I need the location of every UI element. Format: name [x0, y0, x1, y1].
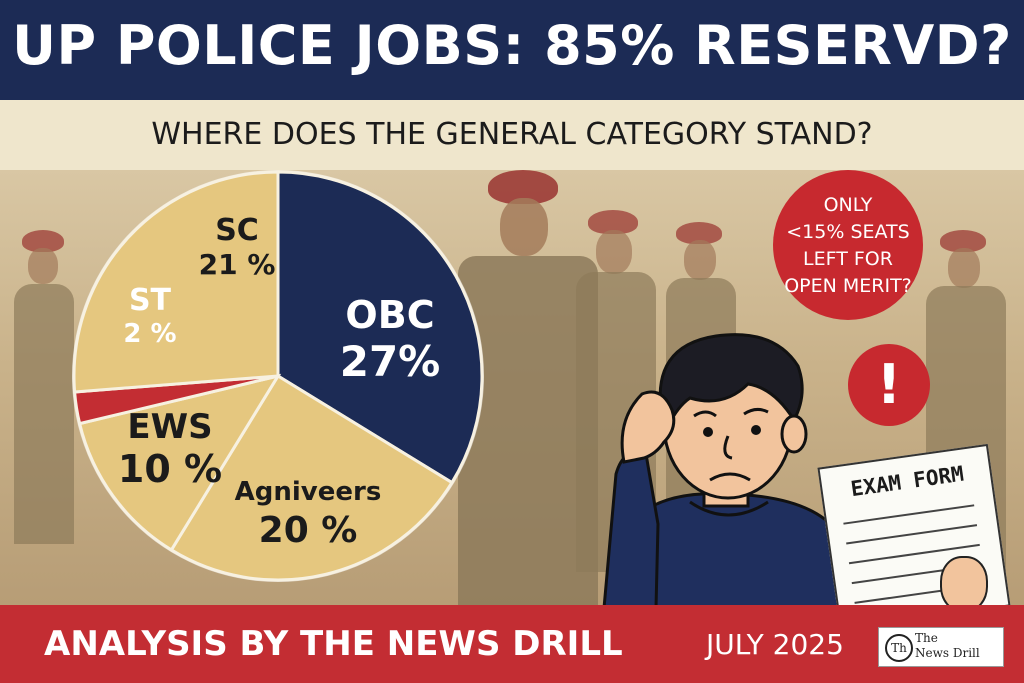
slice-label-ews: EWS — [127, 407, 212, 447]
hand-holding-form — [940, 556, 988, 612]
form-line — [846, 524, 978, 545]
slice-value-sc: 21 % — [199, 248, 276, 281]
footer-credit: ANALYSIS BY THE NEWS DRILL — [44, 624, 623, 664]
subtitle-band — [0, 100, 1024, 170]
pie-slice-ews — [77, 373, 282, 553]
slice-label-agniveers: Agniveers — [235, 477, 382, 507]
footer-date: JULY 2025 — [706, 628, 844, 661]
worried-student-illustration — [602, 333, 850, 608]
title-bar — [0, 0, 1024, 100]
pie-slice-sc — [72, 170, 280, 394]
slice-label-sc: SC — [215, 213, 259, 248]
logo-text: The News Drill — [915, 631, 1001, 661]
pie-slice-agniveers — [169, 373, 455, 582]
pie-slice-obc — [276, 170, 484, 485]
slice-label-obc: OBC — [345, 293, 434, 337]
page-subtitle: WHERE DOES THE GENERAL CATEGORY STAND? — [151, 117, 873, 152]
logo-mark: Th — [885, 634, 913, 662]
slice-value-st: 2 % — [123, 319, 176, 349]
callout-line: <15% SEATS — [786, 221, 910, 243]
news-drill-logo: Th The News Drill — [878, 627, 1004, 667]
callout-text: ONLY <15% SEATS LEFT FOR OPEN MERIT? — [776, 192, 920, 300]
footer-bar — [0, 605, 1024, 683]
logo-text-line: The — [915, 631, 938, 645]
callout-bubble — [773, 170, 923, 320]
slice-label-st: ST — [129, 283, 172, 318]
form-line — [843, 504, 975, 525]
callout-line: ONLY — [823, 194, 873, 216]
slice-value-agniveers: 20 % — [259, 510, 358, 551]
page-title: UP POLICE JOBS: 85% RESERVD? — [12, 14, 1012, 77]
callout-line: LEFT FOR — [803, 248, 893, 270]
slice-value-ews: 10 % — [118, 447, 222, 491]
exam-form-title: EXAM FORM — [849, 461, 966, 502]
alert-icon: ! — [848, 344, 930, 426]
logo-text-line: News Drill — [915, 646, 980, 660]
slice-value-obc: 27% — [340, 337, 441, 386]
callout-line: OPEN MERIT? — [784, 275, 912, 297]
